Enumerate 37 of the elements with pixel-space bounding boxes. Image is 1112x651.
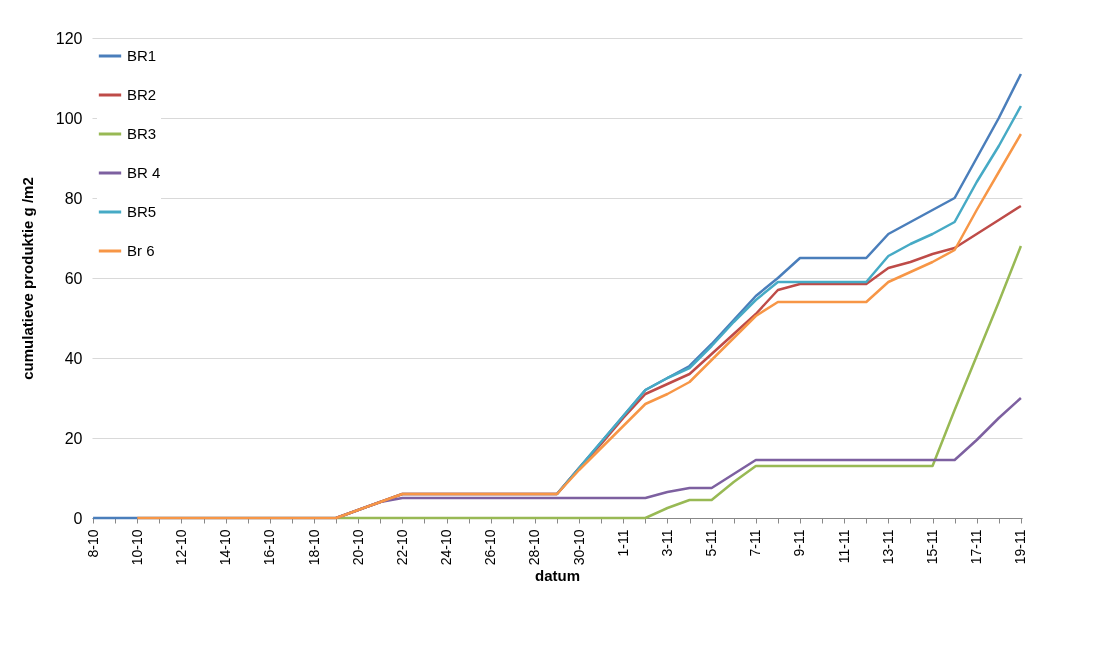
x-tick-label: 30-10 — [570, 529, 587, 566]
y-tick-label: 100 — [55, 109, 83, 127]
y-tick-label: 80 — [64, 189, 83, 207]
x-tick-label: 26-10 — [482, 529, 499, 566]
x-tick-label: 3-11 — [658, 529, 675, 557]
x-tick-label: 19-11 — [1012, 529, 1029, 565]
legend-label: BR2 — [127, 86, 157, 103]
x-tick-label: 11-11 — [835, 529, 852, 564]
x-tick-label: 22-10 — [393, 529, 410, 566]
x-tick-label: 7-11 — [747, 529, 764, 557]
x-tick-label: 20-10 — [349, 529, 366, 566]
x-tick-label: 24-10 — [438, 529, 455, 566]
y-axis-title: cumulatieve produktie g /m2 — [18, 177, 36, 380]
y-tick-label: 20 — [64, 429, 83, 447]
y-tick-label: 0 — [73, 509, 83, 527]
legend-label: BR5 — [127, 203, 157, 220]
x-tick-label: 18-10 — [305, 529, 322, 566]
x-tick-label: 15-11 — [924, 529, 941, 565]
x-tick-label: 5-11 — [703, 529, 720, 557]
legend-label: BR 4 — [127, 164, 161, 181]
y-tick-label: 120 — [55, 29, 83, 47]
x-tick-label: 1-11 — [614, 529, 631, 557]
legend-label: BR1 — [127, 47, 157, 64]
y-tick-label: 60 — [64, 269, 83, 287]
legend-label: Br 6 — [127, 242, 155, 259]
x-tick-label: 12-10 — [172, 529, 189, 566]
y-tick-label: 40 — [64, 349, 83, 367]
x-tick-label: 10-10 — [128, 529, 145, 566]
x-tick-label: 13-11 — [879, 529, 896, 565]
x-tick-label: 16-10 — [261, 529, 278, 566]
x-tick-label: 17-11 — [968, 529, 985, 565]
x-tick-label: 9-11 — [791, 529, 808, 557]
x-axis-title: datum — [535, 567, 580, 585]
x-tick-label: 14-10 — [217, 529, 234, 566]
legend-label: BR3 — [127, 125, 157, 142]
x-tick-label: 8-10 — [84, 529, 101, 558]
x-tick-label: 28-10 — [526, 529, 543, 566]
